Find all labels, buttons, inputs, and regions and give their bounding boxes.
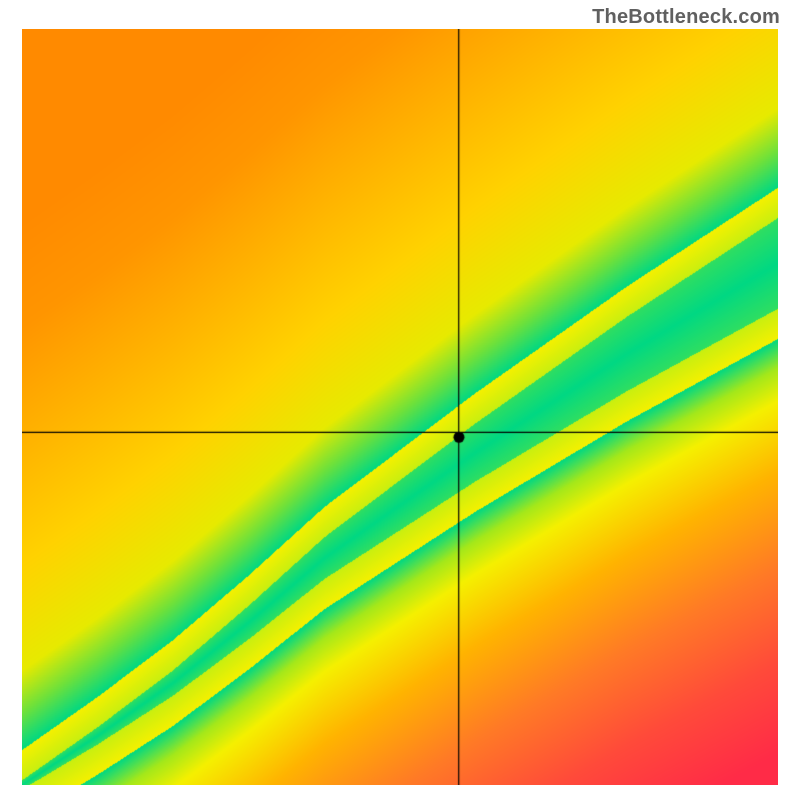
heatmap-plot-area [22, 29, 778, 785]
watermark-text: TheBottleneck.com [592, 6, 780, 29]
heatmap-canvas [22, 29, 778, 785]
chart-container: TheBottleneck.com [0, 0, 800, 800]
